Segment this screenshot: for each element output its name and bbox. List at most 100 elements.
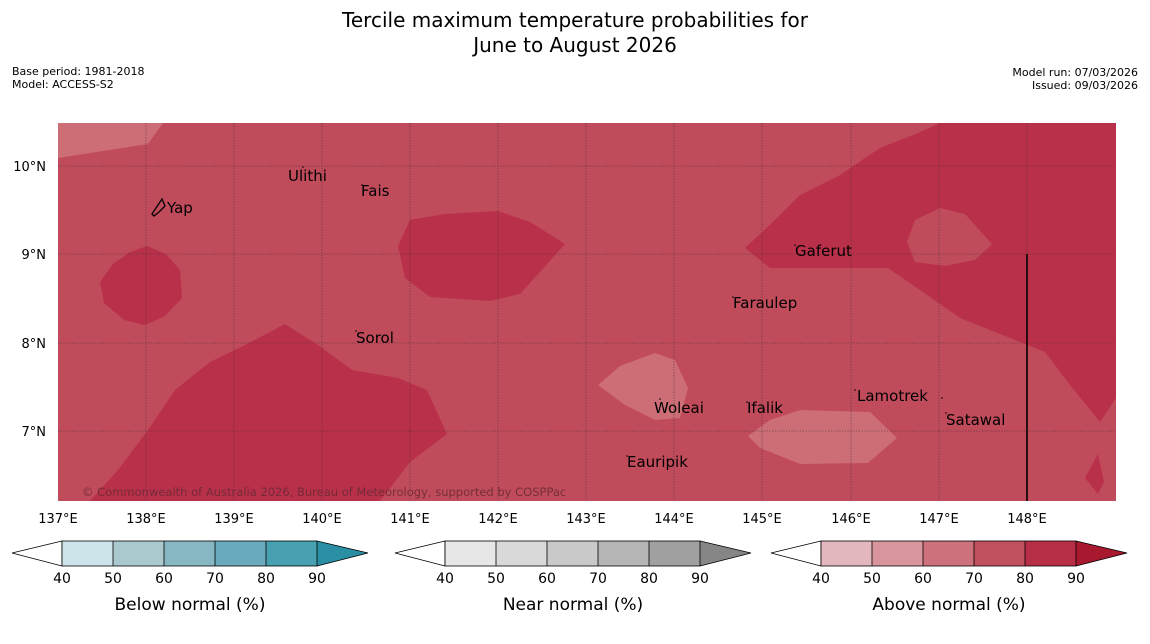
colorbar-above-swatch-2	[923, 541, 974, 566]
base-period-text: Base period: 1981-2018	[12, 65, 145, 78]
colorbar-above: 40 50 60 70 80 90	[770, 540, 1128, 587]
lon-label-147e: 147°E	[919, 512, 959, 527]
lon-label-142e: 142°E	[478, 512, 518, 527]
metadata-right: Model run: 07/03/2026 Issued: 09/03/2026	[1012, 66, 1138, 92]
colorbar-near-extend-right	[700, 541, 751, 566]
eauripik-marker	[626, 455, 628, 457]
lon-label-145e: 145°E	[742, 512, 782, 527]
colorbar-near-tick-50: 50	[487, 571, 505, 587]
region-above-80-90-southwest	[90, 324, 447, 501]
place-label-woleai: Woleai	[654, 399, 704, 417]
place-label-fais: Fais	[361, 182, 390, 200]
colorbar-below-tick-90: 90	[308, 571, 326, 587]
colorbar-below: 40 50 60 70 80 90	[11, 540, 369, 587]
lon-label-139e: 139°E	[214, 512, 254, 527]
region-above-80-90-yap	[100, 246, 182, 325]
place-label-ifalik: Ifalik	[747, 399, 783, 417]
colorbar-near-tick-60: 60	[538, 571, 556, 587]
colorbar-below-swatch-3	[215, 541, 266, 566]
colorbar-below-extend-right	[317, 541, 368, 566]
colorbar-above-swatch-0	[821, 541, 872, 566]
ifalik-marker	[746, 401, 748, 403]
colorbar-below-tick-70: 70	[206, 571, 224, 587]
woleai-marker	[659, 398, 661, 400]
colorbar-below-swatch-4	[266, 541, 317, 566]
lon-label-141e: 141°E	[390, 512, 430, 527]
colorbar-above-swatch-1	[872, 541, 923, 566]
place-label-sorol: Sorol	[356, 329, 394, 347]
island-markers	[151, 166, 947, 457]
lon-label-138e: 138°E	[126, 512, 166, 527]
fais-marker	[361, 184, 363, 186]
colorbar-above-tick-40: 40	[812, 571, 830, 587]
colorbar-near-swatch-3	[598, 541, 649, 566]
place-label-lamotrek: Lamotrek	[857, 387, 928, 405]
sorol-marker	[355, 330, 357, 332]
colorbar-near: 40 50 60 70 80 90	[394, 540, 752, 587]
place-label-ulithi: Ulithi	[288, 167, 327, 185]
colorbar-near-swatch-2	[547, 541, 598, 566]
colorbar-above-tick-50: 50	[863, 571, 881, 587]
region-above-70-80-east-inner	[907, 208, 992, 266]
title-line-2: June to August 2026	[473, 33, 677, 57]
colorbar-above-extend-left	[770, 540, 822, 567]
colorbar-below-tick-50: 50	[104, 571, 122, 587]
region-above-60-70-topleft	[58, 123, 163, 158]
region-above-80-90-east	[745, 123, 1116, 422]
lamotrek-east-marker	[941, 397, 943, 399]
metadata-left: Base period: 1981-2018 Model: ACCESS-S2	[12, 65, 144, 91]
colorbar-below-tick-80: 80	[257, 571, 275, 587]
place-label-yap: Yap	[166, 199, 193, 217]
colorbar-near-swatch-0	[445, 541, 496, 566]
colorbar-below-swatch-1	[113, 541, 164, 566]
colorbar-above-tick-60: 60	[914, 571, 932, 587]
colorbar-near-label: Near normal (%)	[503, 595, 643, 615]
lamotrek-marker	[854, 389, 856, 391]
latitude-axis: 10°N 9°N 8°N 7°N	[13, 160, 46, 440]
lat-label-8n: 8°N	[22, 337, 47, 352]
region-above-80-90-small	[1085, 454, 1104, 494]
copyright-text: © Commonwealth of Australia 2026, Bureau…	[82, 485, 566, 499]
colorbar-below-tick-40: 40	[53, 571, 71, 587]
issued-text: Issued: 09/03/2026	[1031, 79, 1138, 92]
probability-field: Yap Ulithi Fais Sorol Gaferut Faraulep W…	[58, 123, 1116, 501]
colorbar-near-extend-left	[394, 540, 446, 567]
longitude-axis: 137°E 138°E 139°E 140°E 141°E 142°E 143°…	[38, 512, 1047, 527]
place-label-eauripik: Eauripik	[627, 453, 688, 471]
title-line-1: Tercile maximum temperature probabilitie…	[342, 8, 808, 32]
colorbar-below-swatch-2	[164, 541, 215, 566]
yap-island-shape	[151, 197, 166, 217]
lat-label-9n: 9°N	[22, 248, 47, 263]
lon-label-144e: 144°E	[654, 512, 694, 527]
ulithi-marker	[302, 166, 304, 168]
lon-label-146e: 146°E	[831, 512, 871, 527]
colorbar-near-tick-40: 40	[436, 571, 454, 587]
colorbar-below-swatch-0	[62, 541, 113, 566]
colorbar-near-tick-70: 70	[589, 571, 607, 587]
place-label-faraulep: Faraulep	[733, 294, 797, 312]
map-title: Tercile maximum temperature probabilitie…	[0, 8, 1150, 58]
lon-label-143e: 143°E	[566, 512, 606, 527]
place-label-satawal: Satawal	[946, 411, 1005, 429]
colorbar-above-tick-90: 90	[1067, 571, 1085, 587]
colorbar-below-extend-left	[11, 540, 63, 567]
lon-label-140e: 140°E	[302, 512, 342, 527]
colorbar-above-extend-right	[1076, 541, 1127, 566]
model-run-text: Model run: 07/03/2026	[1012, 66, 1138, 79]
region-above-60-70-woleai	[598, 353, 688, 420]
lon-label-137e: 137°E	[38, 512, 78, 527]
lon-label-148e: 148°E	[1007, 512, 1047, 527]
gaferut-marker	[794, 244, 796, 246]
lat-label-10n: 10°N	[13, 160, 46, 175]
colorbar-below-tick-60: 60	[155, 571, 173, 587]
colorbar-above-tick-80: 80	[1016, 571, 1034, 587]
colorbar-near-tick-90: 90	[691, 571, 709, 587]
colorbar-above-label: Above normal (%)	[872, 595, 1025, 615]
colorbar-near-tick-80: 80	[640, 571, 658, 587]
region-above-80-90-central	[398, 211, 565, 301]
place-label-gaferut: Gaferut	[795, 242, 852, 260]
colorbar-above-tick-70: 70	[965, 571, 983, 587]
region-above-60-70-ifalik	[748, 410, 897, 464]
colorbar-near-swatch-1	[496, 541, 547, 566]
